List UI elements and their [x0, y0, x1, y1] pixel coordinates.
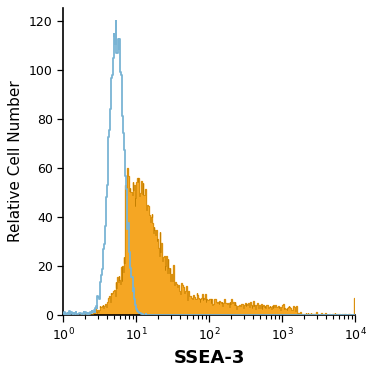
Polygon shape	[63, 168, 355, 315]
X-axis label: SSEA-3: SSEA-3	[174, 349, 245, 367]
Y-axis label: Relative Cell Number: Relative Cell Number	[8, 81, 23, 242]
